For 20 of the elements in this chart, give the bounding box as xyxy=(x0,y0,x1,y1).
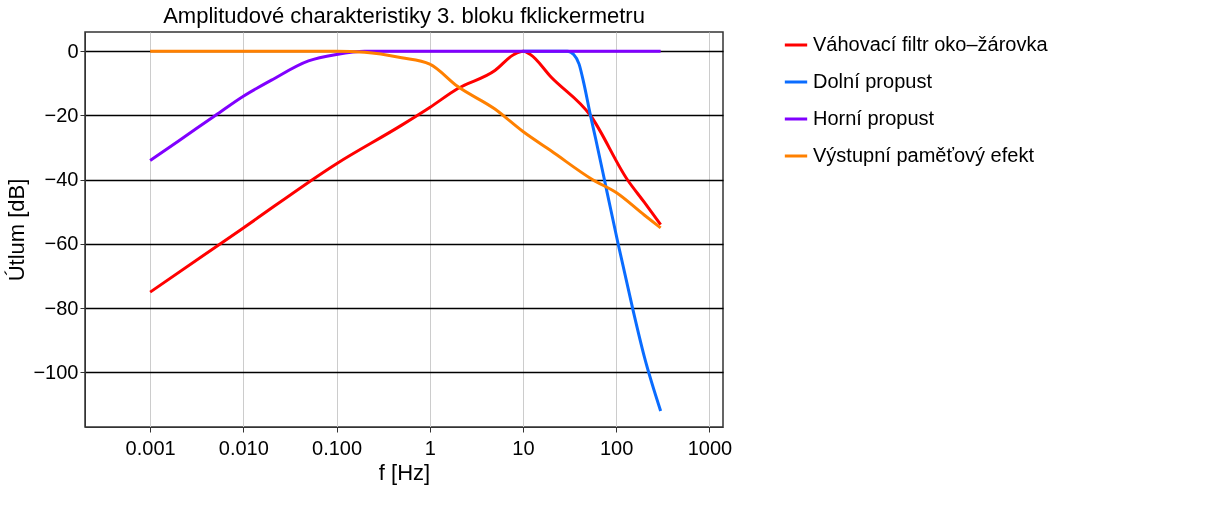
x-tick-label: 100 xyxy=(599,436,634,459)
y-tick-label: −20 xyxy=(44,104,79,126)
y-tick-label: −60 xyxy=(44,232,79,255)
legend-label: Váhovací filtr oko–žárovka xyxy=(813,33,1049,55)
y-tick-label: −80 xyxy=(44,296,79,319)
x-tick-label: 0.100 xyxy=(312,436,363,459)
x-tick-label: 0.001 xyxy=(125,436,176,459)
y-tick-label: −40 xyxy=(44,168,79,191)
x-axis-title: f [Hz] xyxy=(378,459,431,485)
legend-label: Horní propust xyxy=(813,107,935,129)
x-tick-label: 0.010 xyxy=(218,436,269,459)
chart-title: Amplitudové charakteristiky 3. bloku fklickermetru xyxy=(163,3,645,28)
y-tick-label: 0 xyxy=(67,39,79,62)
x-tick-label: 1 xyxy=(424,436,436,459)
y-tick-label: −100 xyxy=(33,360,79,383)
x-tick-label: 1000 xyxy=(687,436,733,459)
x-tick-label: 10 xyxy=(512,436,535,459)
y-axis-title: Útlum [dB] xyxy=(4,178,30,282)
legend-label: Dolní propust xyxy=(813,70,933,92)
legend-label: Výstupní paměťový efekt xyxy=(813,144,1035,166)
